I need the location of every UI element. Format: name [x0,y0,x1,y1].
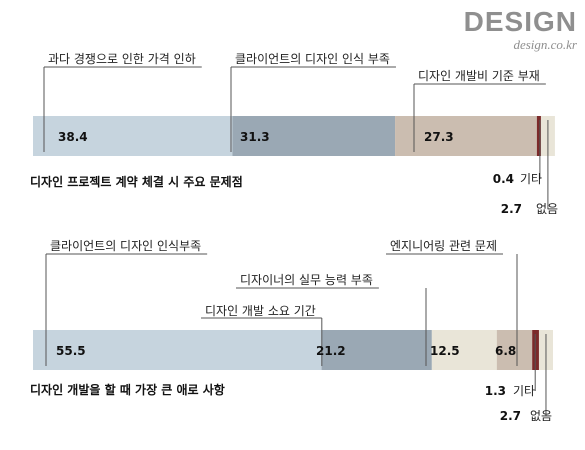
series-label: 없음 [530,409,552,423]
series-label: 클라이언트의 디자인 인식부족 [50,239,201,253]
bar-segment [395,116,537,156]
series-label: 클라이언트의 디자인 인식 부족 [235,52,390,66]
series-label: 디자인 개발비 기준 부재 [418,69,540,83]
value-label: 27.3 [424,130,454,144]
bar-segment [232,116,396,156]
value-label: 0.4 [493,172,514,186]
value-label: 12.5 [430,344,460,358]
value-label: 2.7 [501,202,522,216]
series-label: 엔지니어링 관련 문제 [390,239,497,253]
bar-segment [496,330,533,370]
series-label: 기타 [520,172,542,186]
chart-2: 클라이언트의 디자인 인식부족 55.5 디자인 개발 소요 기간 21.2 디자이너의… [30,239,553,423]
bar-segment [321,330,432,370]
chart-title: 디자인 프로젝트 계약 체결 시 주요 문제점 [30,174,243,189]
value-label: 2.7 [500,409,521,423]
brand-logo: DESIGN design.co.kr [464,8,577,52]
series-label: 과다 경쟁으로 인한 가격 인하 [48,52,196,66]
brand-logo-text: DESIGN [463,6,577,37]
series-label: 디자이너의 실무 능력 부족 [240,273,373,287]
value-label: 31.3 [240,130,270,144]
series-label: 기타 [513,384,535,398]
series-label: 디자인 개발 소요 기간 [205,304,316,318]
value-label: 21.2 [316,344,346,358]
value-label: 1.3 [485,384,506,398]
value-label: 55.5 [56,344,86,358]
chart-1: 과다 경쟁으로 인한 가격 인하 38.4 클라이언트의 디자인 인식 부족 31.3… [30,52,558,216]
bar-segment [431,330,497,370]
value-label: 38.4 [58,130,88,144]
brand-site-text: design.co.kr [513,37,577,52]
value-label: 6.8 [495,344,516,358]
bar-segment [33,330,322,370]
series-label: 없음 [536,202,558,216]
bar-segment [33,116,233,156]
chart-title: 디자인 개발을 할 때 가장 큰 애로 사항 [30,382,225,397]
